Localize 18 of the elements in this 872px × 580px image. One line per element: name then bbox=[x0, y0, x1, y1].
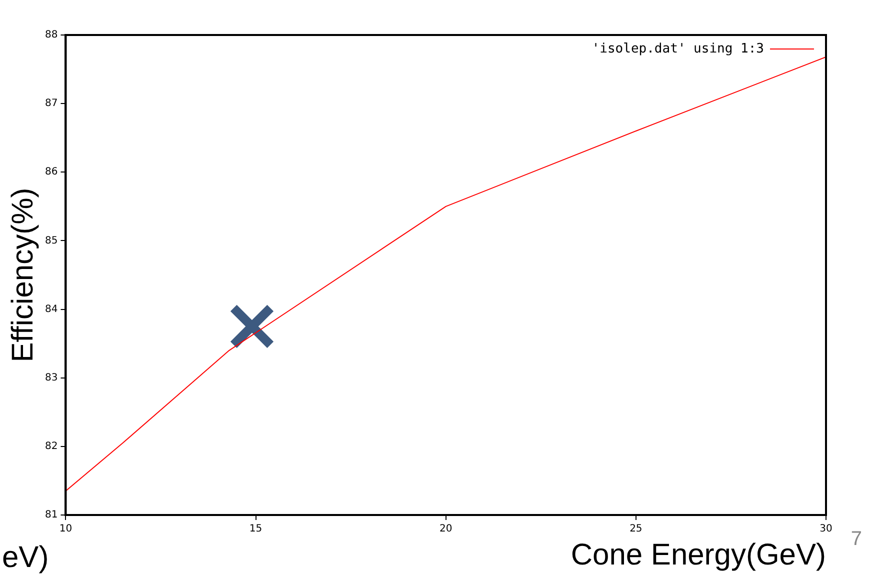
text: eV) bbox=[2, 540, 49, 576]
y-tick-label: 82 bbox=[44, 441, 58, 452]
y-tick-label: 81 bbox=[44, 510, 58, 521]
y-axis-title: Efficiency(%) bbox=[6, 188, 40, 362]
y-tick-label: 85 bbox=[44, 235, 58, 246]
x-tick-label: 10 bbox=[59, 524, 72, 535]
y-tick-label: 87 bbox=[44, 98, 58, 110]
y-tick-label: 86 bbox=[44, 166, 58, 178]
y-tick-label: 83 bbox=[44, 372, 58, 384]
legend-label: 'isolep.dat' using 1:3 bbox=[592, 41, 764, 56]
y-tick-label: 84 bbox=[44, 304, 58, 315]
text: 7 bbox=[850, 528, 862, 551]
x-tick-label: 15 bbox=[249, 524, 262, 535]
x-tick-label: 20 bbox=[439, 524, 452, 535]
x-axis-title: Cone Energy(GeV) bbox=[570, 538, 826, 572]
x-tick-label: 25 bbox=[630, 524, 642, 535]
y-tick-label: 88 bbox=[44, 30, 58, 41]
x-tick-label: 30 bbox=[820, 524, 832, 535]
